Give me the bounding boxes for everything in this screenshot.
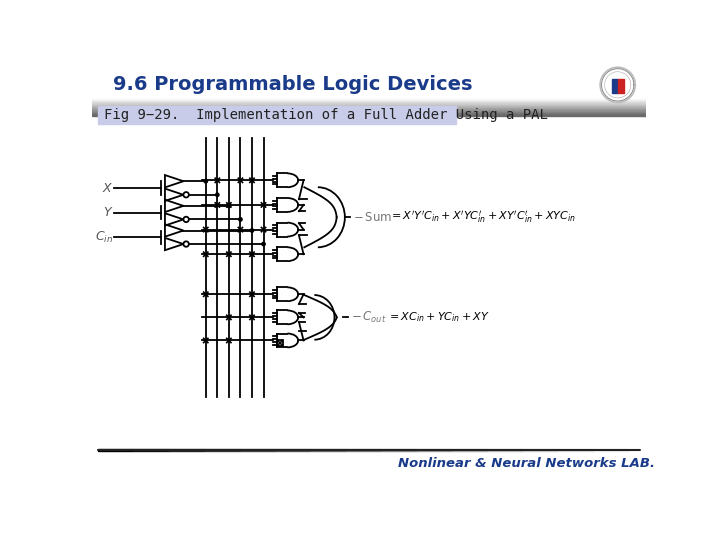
Bar bbox=[92, 103, 647, 104]
Bar bbox=[92, 106, 647, 107]
Bar bbox=[92, 107, 647, 108]
Circle shape bbox=[262, 242, 265, 246]
Bar bbox=[92, 102, 647, 103]
Circle shape bbox=[251, 229, 253, 232]
Bar bbox=[92, 104, 647, 105]
Bar bbox=[92, 101, 647, 102]
Bar bbox=[277, 340, 283, 346]
Bar bbox=[240, 449, 275, 451]
Bar bbox=[92, 99, 647, 100]
Bar bbox=[92, 109, 647, 110]
Bar bbox=[346, 449, 382, 451]
Circle shape bbox=[600, 67, 636, 103]
Bar bbox=[611, 79, 618, 92]
Bar bbox=[92, 105, 647, 106]
Bar bbox=[618, 79, 624, 92]
Circle shape bbox=[601, 69, 634, 101]
Text: Fig 9−29.  Implementation of a Full Adder Using a PAL: Fig 9−29. Implementation of a Full Adder… bbox=[104, 108, 548, 122]
Bar bbox=[310, 449, 346, 451]
Text: $C_{in}$: $C_{in}$ bbox=[95, 230, 113, 245]
Circle shape bbox=[215, 193, 219, 197]
Bar bbox=[92, 115, 647, 116]
Bar bbox=[382, 449, 417, 451]
Bar bbox=[452, 449, 487, 451]
Bar bbox=[559, 449, 594, 451]
Bar bbox=[275, 449, 310, 451]
Bar bbox=[92, 100, 647, 101]
Circle shape bbox=[239, 218, 242, 221]
Bar bbox=[98, 449, 133, 451]
Text: $-\,C_{out}$: $-\,C_{out}$ bbox=[351, 310, 387, 325]
Text: $X$: $X$ bbox=[102, 181, 113, 194]
Bar bbox=[487, 449, 523, 451]
Bar bbox=[92, 108, 647, 109]
Bar bbox=[417, 449, 452, 451]
Bar bbox=[92, 111, 647, 112]
Bar bbox=[92, 112, 647, 113]
Text: $= XC_{in} + YC_{in} + XY$: $= XC_{in} + YC_{in} + XY$ bbox=[387, 310, 490, 324]
Text: 9.6 Programmable Logic Devices: 9.6 Programmable Logic Devices bbox=[113, 75, 473, 94]
Text: $-\,\mathrm{Sum}$: $-\,\mathrm{Sum}$ bbox=[354, 211, 392, 224]
Bar bbox=[523, 449, 559, 451]
Circle shape bbox=[228, 204, 230, 207]
Text: $= X^{\prime}Y^{\prime}C_{in} + X^{\prime}YC^{\prime}_{in} + XY^{\prime}C^{\prim: $= X^{\prime}Y^{\prime}C_{in} + X^{\prim… bbox=[389, 210, 575, 225]
Bar bbox=[133, 449, 168, 451]
Bar bbox=[168, 449, 204, 451]
Bar bbox=[92, 113, 647, 114]
Bar bbox=[204, 449, 240, 451]
Bar bbox=[98, 106, 456, 124]
Bar bbox=[92, 65, 647, 99]
Bar bbox=[92, 110, 647, 111]
Bar bbox=[594, 449, 629, 451]
Bar bbox=[92, 114, 647, 115]
Circle shape bbox=[204, 179, 207, 183]
Text: Nonlinear & Neural Networks LAB.: Nonlinear & Neural Networks LAB. bbox=[398, 457, 655, 470]
Text: $Y$: $Y$ bbox=[103, 206, 113, 219]
